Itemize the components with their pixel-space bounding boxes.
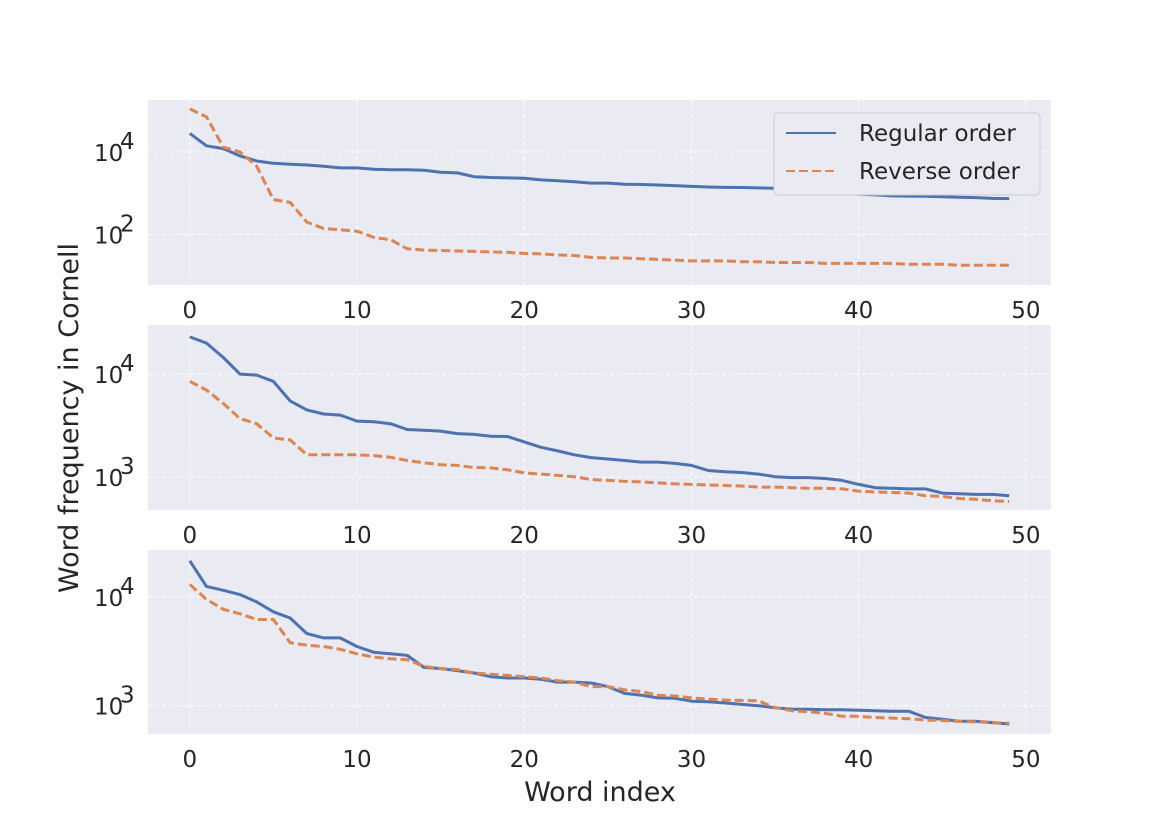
- panel-1-y-tick-label: 10: [94, 224, 123, 250]
- panel-2-y-tick-exponent: 3: [120, 454, 135, 480]
- panel-2-y-tick-exponent: 4: [120, 351, 135, 377]
- panel-1-y-tick-label: 10: [94, 141, 123, 167]
- panel-2-x-tick-label: 50: [1011, 523, 1040, 549]
- panel-3-x-tick-label: 30: [677, 747, 706, 773]
- panel-1-y-tick-exponent: 4: [120, 129, 135, 155]
- panel-3-x-tick-label: 40: [844, 747, 873, 773]
- panel-3-y-tick-label: 10: [94, 586, 123, 612]
- panel-1-x-tick-label: 10: [342, 298, 371, 324]
- panel-2-series-regular-line: [189, 335, 1010, 498]
- panel-2-x-tick-label: 20: [510, 523, 539, 549]
- legend: Regular order Reverse order: [773, 112, 1041, 196]
- panel-3-series-reverse-line: [188, 583, 1010, 725]
- panel-2-x-tick-label: 0: [182, 523, 197, 549]
- panel-3-x-tick-label: 10: [342, 747, 371, 773]
- panel-2-x-tick-label: 10: [342, 523, 371, 549]
- panel-2-x-tick-label: 30: [677, 523, 706, 549]
- x-axis-title: Word index: [524, 777, 676, 808]
- panel-1-x-tick-label: 30: [677, 298, 706, 324]
- panel-2-series-reverse-line: [189, 380, 1010, 503]
- panel-1-x-tick-label: 40: [844, 298, 873, 324]
- legend-box: [773, 112, 1041, 196]
- y-axis-title: Word frequency in Cornell: [54, 243, 85, 593]
- panel-1-x-tick-label: 20: [510, 298, 539, 324]
- panel-3-x-tick-label: 20: [510, 747, 539, 773]
- panel-1-x-tick-label: 0: [182, 298, 197, 324]
- panel-3-background: [148, 550, 1051, 734]
- panel-3-x-tick-label: 50: [1011, 747, 1040, 773]
- panel-2-x-tick-label: 40: [844, 523, 873, 549]
- panel-3-y-tick-exponent: 4: [120, 574, 135, 600]
- panel-1-y-tick-exponent: 2: [120, 212, 135, 238]
- panel-3-series-regular-line: [188, 559, 1010, 726]
- panel-2-y-tick-label: 10: [94, 363, 123, 389]
- panel-2-y-tick-label: 10: [94, 466, 123, 492]
- legend-label-regular: Regular order: [859, 121, 1016, 147]
- panel-1-series-reverse-line: [189, 107, 1010, 267]
- panel-3-x-tick-label: 0: [182, 747, 197, 773]
- panel-1-x-tick-label: 50: [1011, 298, 1040, 324]
- panel-3-y-tick-exponent: 3: [120, 683, 135, 709]
- legend-label-reverse: Reverse order: [859, 159, 1021, 185]
- panel-2-background: [148, 325, 1051, 510]
- panel-3-y-tick-label: 10: [94, 695, 123, 721]
